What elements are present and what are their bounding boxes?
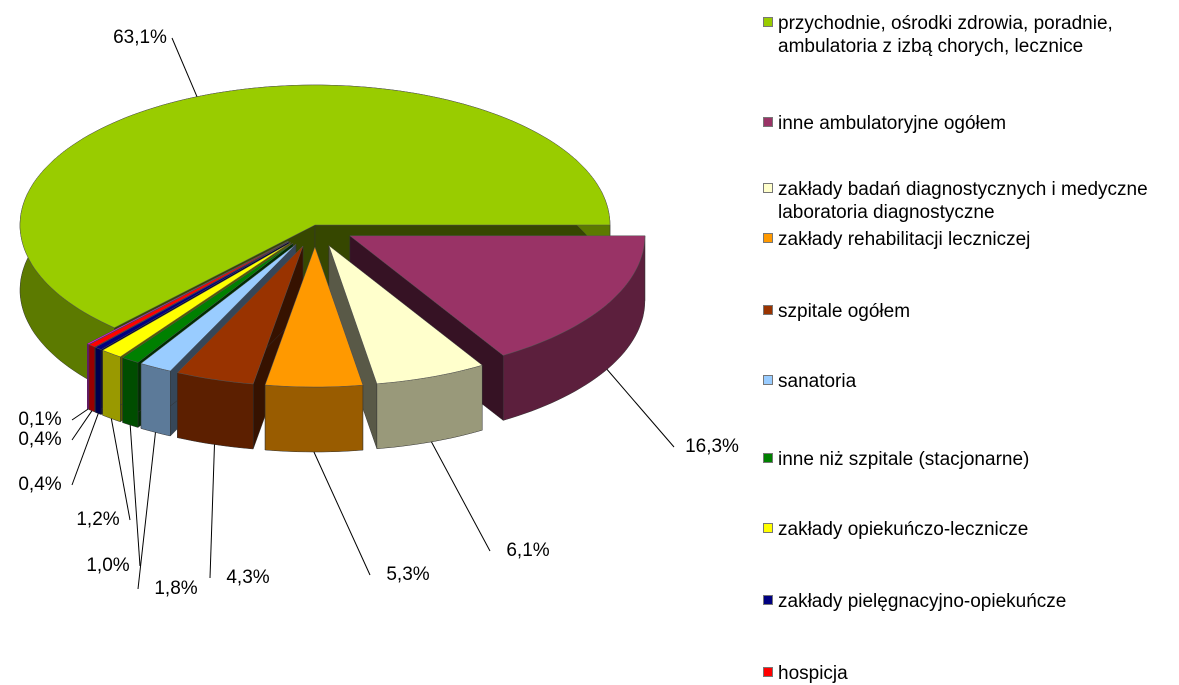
leader-line: [71, 410, 93, 441]
legend-label: przychodnie, ośrodki zdrowia, poradnie, …: [778, 13, 1113, 57]
legend-label: zakłady opiekuńczo-lecznicze: [778, 519, 1029, 540]
legend-label: zakłady badań diagnostycznych i medyczne…: [778, 179, 1148, 223]
data-label: 0,4%: [18, 474, 61, 495]
slice-wall: [95, 347, 102, 415]
data-label: 0,4%: [18, 429, 61, 450]
legend-label: hospicja: [778, 663, 848, 684]
data-label: 63,1%: [113, 27, 167, 48]
leader-line: [171, 37, 198, 97]
legend-swatch: [763, 523, 773, 533]
legend-item: zakłady pielęgnacyjno-opiekuńcze: [763, 590, 1179, 613]
legend-swatch: [763, 667, 773, 677]
data-label: 0,1%: [18, 409, 61, 430]
leader-line: [431, 441, 491, 552]
legend-item: zakłady rehabilitacji leczniczej: [763, 228, 1179, 251]
data-label: 4,3%: [226, 567, 269, 588]
leader-line: [129, 425, 141, 567]
slice-wall: [87, 343, 89, 410]
slice-wall: [140, 363, 171, 437]
slice: [19, 84, 611, 328]
slice: [349, 235, 646, 356]
slice-wall: [88, 344, 95, 413]
slice: [140, 244, 297, 372]
slice: [328, 244, 483, 385]
legend-swatch: [763, 453, 773, 463]
legend-label: zakłady pielęgnacyjno-opiekuńcze: [778, 591, 1067, 612]
data-label: 1,0%: [86, 555, 129, 576]
legend-item: zakłady opiekuńczo-lecznicze: [763, 518, 1179, 541]
leader-line: [606, 369, 675, 448]
legend-label: zakłady rehabilitacji leczniczej: [778, 229, 1031, 250]
legend-item: przychodnie, ośrodki zdrowia, poradnie, …: [763, 12, 1179, 58]
legend-label: szpitale ogółem: [778, 301, 911, 322]
legend-label: inne ambulatoryjne ogółem: [778, 113, 1007, 134]
leader-line: [137, 432, 156, 590]
legend-label: sanatoria: [778, 371, 857, 392]
legend-swatch: [763, 595, 773, 605]
legend-item: zakłady badań diagnostycznych i medyczne…: [763, 178, 1179, 224]
legend-swatch: [763, 375, 773, 385]
legend-swatch: [763, 117, 773, 127]
legend-item: inne ambulatoryjne ogółem: [763, 112, 1179, 135]
slice: [94, 241, 290, 350]
slice: [176, 245, 304, 385]
chart: 63,1%16,3%6,1%5,3%4,3%1,8%1,0%1,2%0,4%0,…: [18, 27, 739, 599]
legend-item: inne niż szpitale (stacjonarne): [763, 448, 1179, 471]
slice-wall: [264, 384, 364, 453]
legend-item: sanatoria: [763, 370, 1179, 393]
data-label: 16,3%: [685, 436, 739, 457]
data-label: 1,8%: [154, 578, 197, 599]
legend-swatch: [763, 233, 773, 243]
data-label: 6,1%: [506, 540, 549, 561]
leader-line: [110, 418, 131, 521]
slice-wall: [102, 349, 121, 423]
slice: [264, 246, 364, 388]
slice-wall: [177, 372, 254, 450]
legend-swatch: [763, 305, 773, 315]
leader-line: [313, 451, 371, 576]
leader-line: [71, 413, 99, 486]
slice: [86, 240, 289, 345]
leader-line: [71, 408, 89, 421]
data-label: 1,2%: [76, 509, 119, 530]
slice-wall: [122, 357, 139, 428]
slice: [122, 243, 294, 363]
legend-swatch: [763, 17, 773, 27]
leader-line: [209, 444, 215, 579]
data-label: 5,3%: [386, 564, 429, 585]
legend-item: szpitale ogółem: [763, 300, 1179, 323]
legend-label: inne niż szpitale (stacjonarne): [778, 449, 1030, 470]
legend-item: hospicja: [763, 662, 1179, 685]
legend-swatch: [763, 183, 773, 193]
slice: [102, 242, 291, 358]
slice: [88, 241, 289, 348]
